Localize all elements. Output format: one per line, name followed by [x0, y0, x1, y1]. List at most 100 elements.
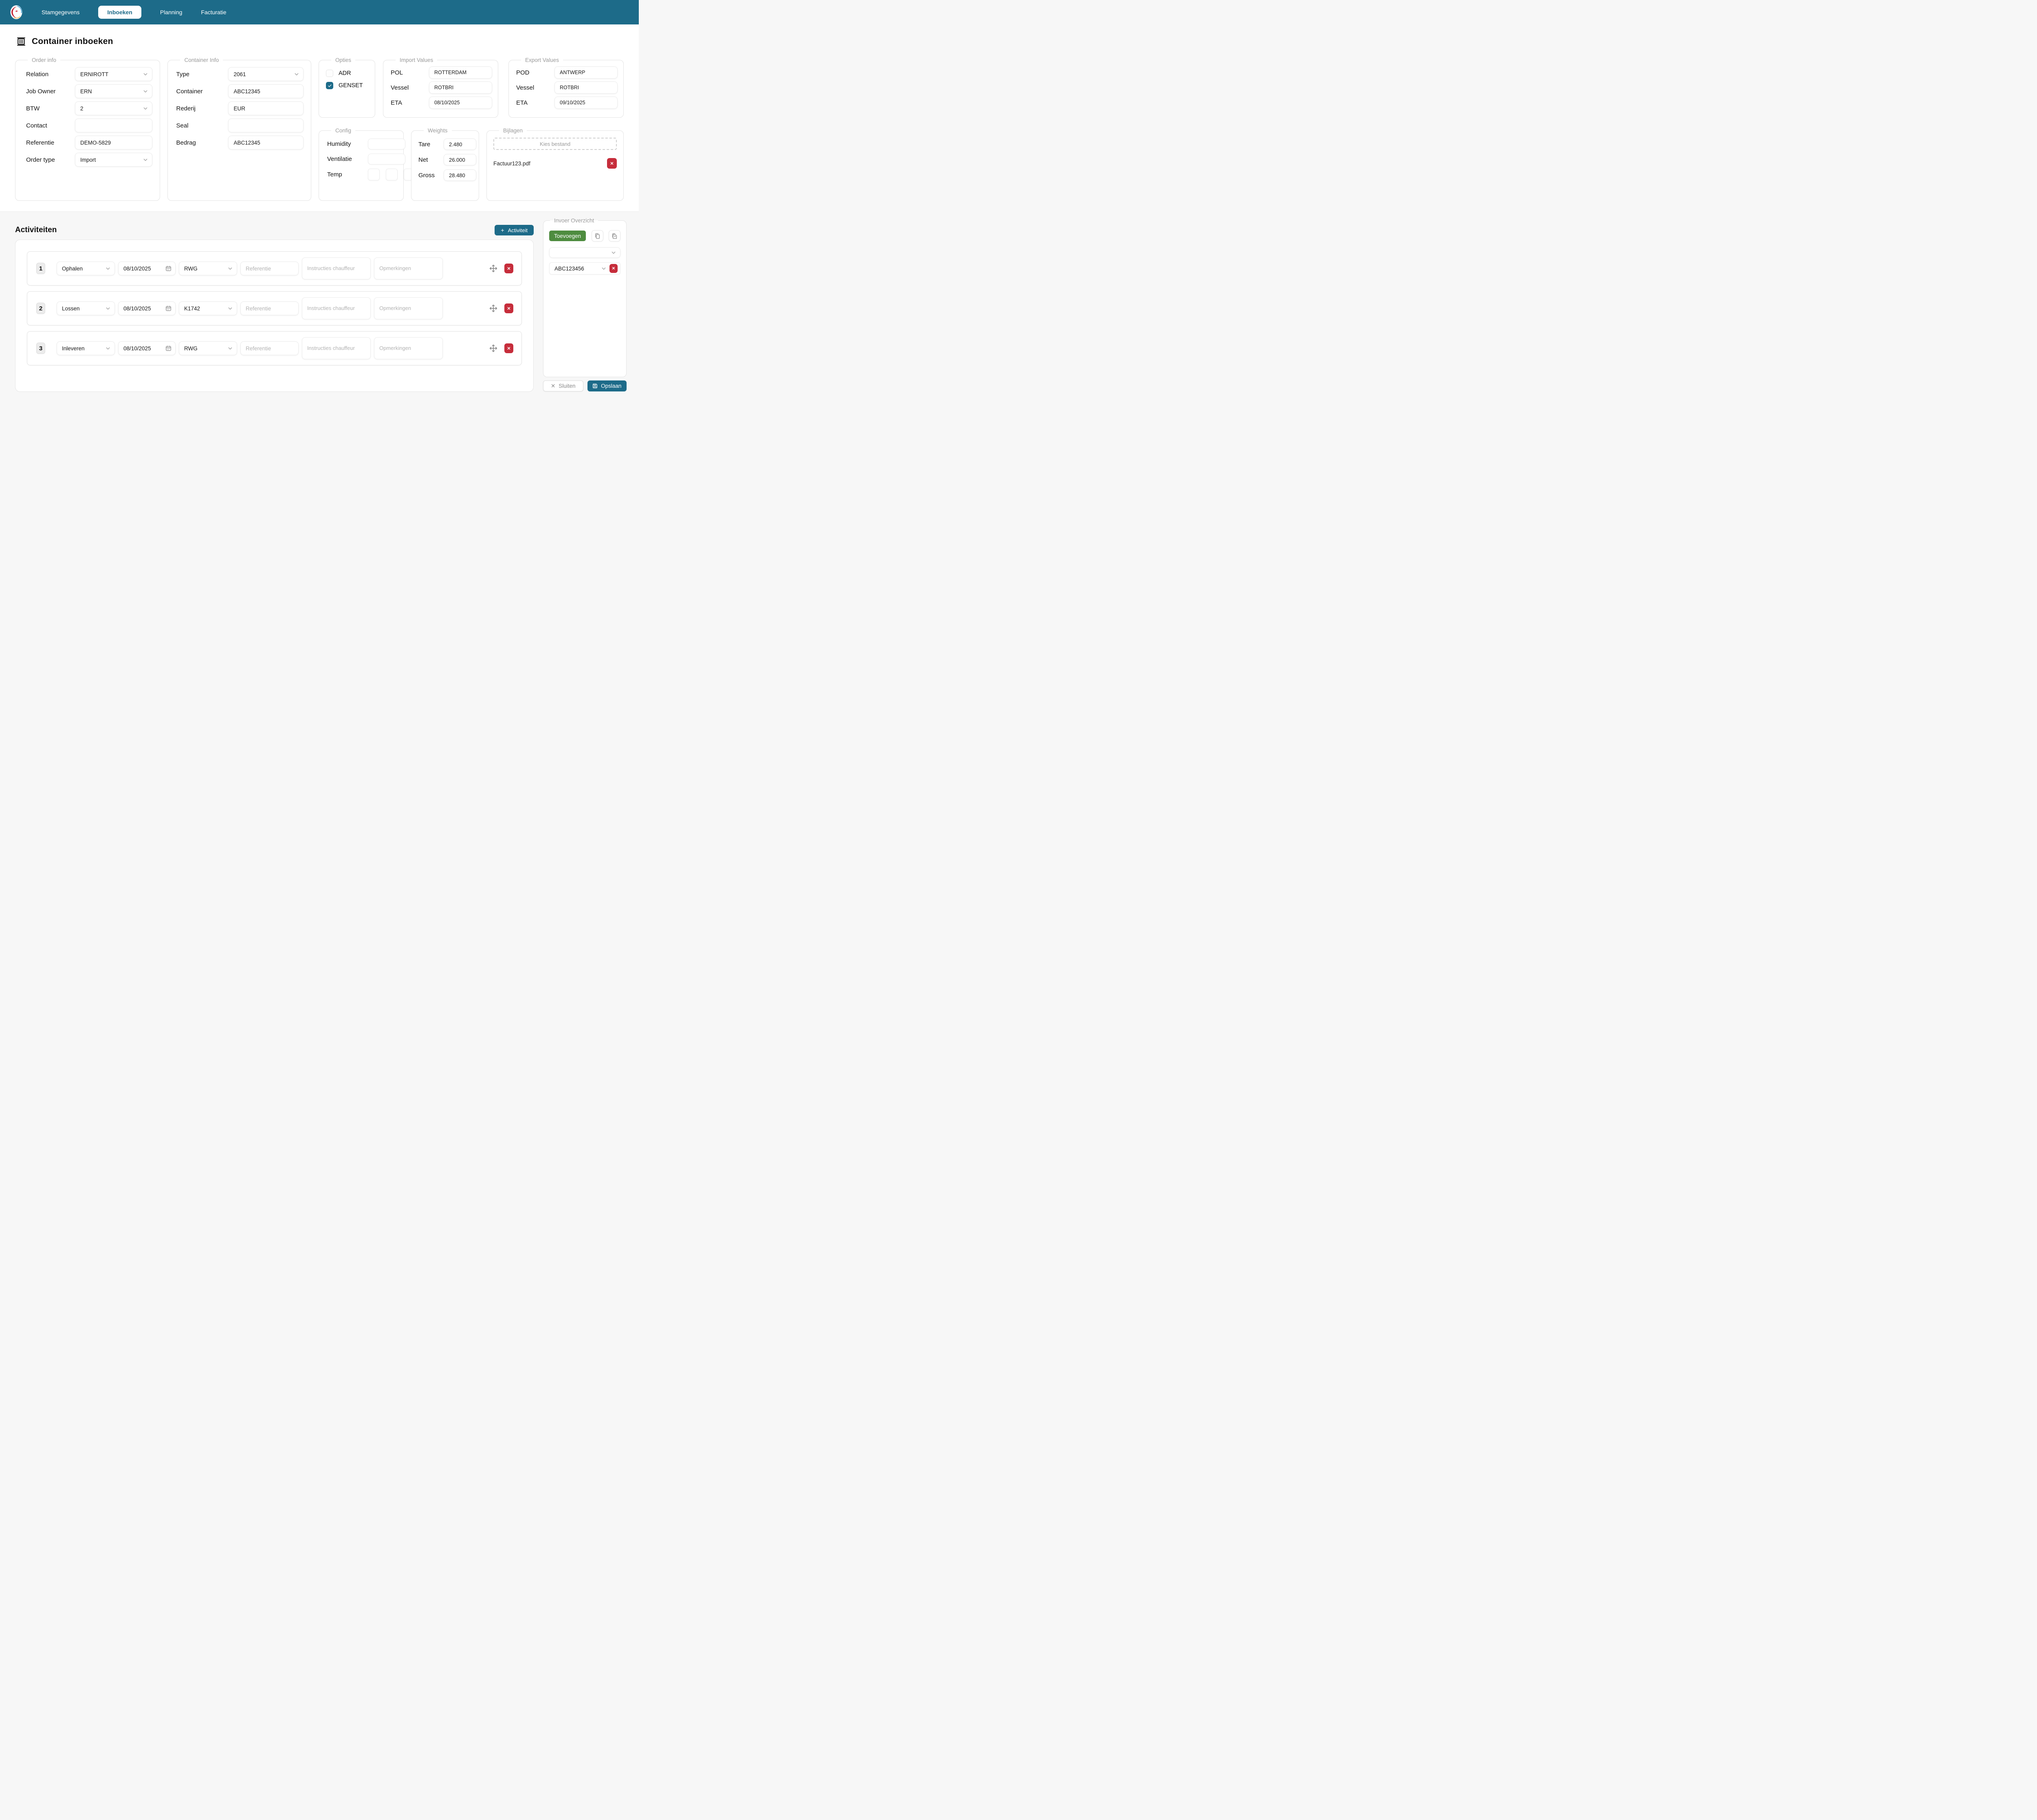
- activity-location-select[interactable]: K1742: [179, 301, 237, 315]
- delete-attachment-button[interactable]: ✕: [607, 158, 617, 169]
- chevron-down-icon: [228, 267, 232, 270]
- plus-icon: +: [501, 227, 504, 233]
- nav-item-stamgegevens[interactable]: Stamgegevens: [42, 9, 80, 15]
- tare-input[interactable]: [444, 138, 476, 150]
- check-icon: [328, 84, 332, 87]
- gross-input[interactable]: [444, 169, 476, 181]
- temp-input-2[interactable]: [386, 169, 398, 180]
- ventilatie-input[interactable]: [368, 154, 405, 165]
- activity-opmerkingen-textarea[interactable]: [374, 297, 443, 319]
- import-vessel-label: Vessel: [391, 84, 409, 91]
- import-values-fieldset: Import Values POL Vessel ETA: [383, 57, 498, 118]
- export-eta-input[interactable]: [554, 97, 618, 109]
- chevron-down-icon: [144, 107, 147, 110]
- type-select[interactable]: 2061: [228, 67, 304, 81]
- activity-location-select[interactable]: RWG: [179, 262, 237, 275]
- drag-move-icon[interactable]: [489, 304, 497, 312]
- save-icon: [593, 384, 598, 388]
- order-type-select[interactable]: Import: [75, 153, 153, 167]
- attachment-name: Factuur123.pdf: [493, 160, 530, 167]
- activity-location-value: RWG: [184, 345, 198, 352]
- chevron-down-icon: [106, 347, 110, 349]
- referentie-label: Referentie: [26, 139, 55, 146]
- import-eta-input[interactable]: [429, 97, 492, 109]
- bedrag-label: Bedrag: [176, 139, 196, 146]
- drag-move-icon[interactable]: [489, 264, 497, 273]
- toevoegen-button[interactable]: Toevoegen: [549, 231, 586, 241]
- activity-instructies-textarea[interactable]: [302, 337, 371, 359]
- job-owner-select[interactable]: ERN: [75, 84, 153, 98]
- referentie-input[interactable]: [75, 136, 153, 149]
- delete-activity-button[interactable]: ✕: [504, 343, 513, 353]
- activity-instructies-textarea[interactable]: [302, 257, 371, 279]
- import-vessel-input[interactable]: [429, 81, 492, 94]
- activity-date-input[interactable]: 08/10/2025: [118, 341, 176, 355]
- humidity-input[interactable]: [368, 138, 405, 149]
- export-vessel-input[interactable]: [554, 81, 618, 94]
- opslaan-label: Opslaan: [601, 383, 622, 389]
- activiteiten-card: 1 Ophalen 08/10/2025 RWG: [15, 240, 534, 392]
- delete-container-entry-button[interactable]: ✕: [609, 264, 618, 273]
- container-input[interactable]: [228, 84, 304, 98]
- copy-icon: [595, 233, 600, 239]
- seal-input[interactable]: [228, 119, 304, 132]
- pod-input[interactable]: [554, 66, 618, 79]
- delete-activity-button[interactable]: ✕: [504, 303, 513, 313]
- temp-input-1[interactable]: [368, 169, 380, 180]
- sluiten-label: Sluiten: [559, 383, 576, 389]
- container-entry-row[interactable]: ABC123456 ✕: [549, 262, 620, 275]
- weights-fieldset: Weights Tare Net Gross: [411, 127, 479, 201]
- copy-add-icon: [612, 233, 617, 239]
- nav-item-planning[interactable]: Planning: [160, 9, 183, 15]
- drag-move-icon[interactable]: [489, 344, 497, 352]
- contact-input[interactable]: [75, 119, 153, 132]
- activity-referentie-input[interactable]: [240, 301, 299, 315]
- activity-referentie-input[interactable]: [240, 341, 299, 355]
- duplicate-add-button[interactable]: [609, 230, 620, 242]
- attachment-row: Factuur123.pdf ✕: [493, 158, 617, 169]
- activity-location-select[interactable]: RWG: [179, 341, 237, 355]
- add-activiteit-button[interactable]: + Activiteit: [495, 225, 534, 235]
- nav-item-facturatie[interactable]: Facturatie: [201, 9, 227, 15]
- bijlagen-legend: Bijlagen: [503, 127, 523, 134]
- btw-select[interactable]: 2: [75, 101, 153, 115]
- relation-label: Relation: [26, 70, 49, 78]
- bedrag-input[interactable]: [228, 136, 304, 149]
- opslaan-button[interactable]: Opslaan: [587, 380, 627, 391]
- net-input[interactable]: [444, 154, 476, 165]
- genset-checkbox[interactable]: [326, 82, 333, 89]
- container-inboeken-app: Stamgegevens Inboeken Planning Facturati…: [0, 0, 639, 411]
- activity-type-select[interactable]: Ophalen: [57, 262, 115, 275]
- relation-select[interactable]: ERNIROTT: [75, 67, 153, 81]
- container-label: Container: [176, 88, 203, 95]
- activity-date-value: 08/10/2025: [123, 345, 151, 352]
- contact-label: Contact: [26, 122, 47, 129]
- rederij-input[interactable]: [228, 101, 304, 115]
- opties-fieldset: Opties ADR GENSET: [319, 57, 375, 118]
- calendar-icon: [166, 266, 171, 271]
- import-eta-label: ETA: [391, 99, 403, 106]
- activity-date-input[interactable]: 08/10/2025: [118, 262, 176, 275]
- order-type-value: Import: [80, 156, 96, 163]
- activity-referentie-input[interactable]: [240, 262, 299, 275]
- activity-opmerkingen-textarea[interactable]: [374, 257, 443, 279]
- chevron-down-icon: [106, 267, 110, 270]
- container-info-legend: Container Info: [184, 57, 219, 63]
- activiteiten-heading: Activiteiten: [15, 226, 57, 234]
- adr-checkbox[interactable]: [326, 70, 333, 77]
- nav-item-inboeken[interactable]: Inboeken: [98, 6, 141, 19]
- delete-activity-button[interactable]: ✕: [504, 264, 513, 273]
- activity-opmerkingen-textarea[interactable]: [374, 337, 443, 359]
- invoer-select[interactable]: [549, 247, 620, 258]
- chevron-down-icon: [106, 307, 110, 310]
- activity-instructies-textarea[interactable]: [302, 297, 371, 319]
- activity-type-select[interactable]: Inleveren: [57, 341, 115, 355]
- activity-date-input[interactable]: 08/10/2025: [118, 301, 176, 315]
- chevron-down-icon: [601, 266, 606, 271]
- bijlagen-fieldset: Bijlagen Kies bestand Factuur123.pdf ✕: [486, 127, 624, 201]
- sluiten-button[interactable]: ✕ Sluiten: [543, 380, 583, 391]
- pol-input[interactable]: [429, 66, 492, 79]
- file-dropzone[interactable]: Kies bestand: [493, 138, 617, 150]
- copy-button[interactable]: [591, 230, 603, 242]
- activity-type-select[interactable]: Lossen: [57, 301, 115, 315]
